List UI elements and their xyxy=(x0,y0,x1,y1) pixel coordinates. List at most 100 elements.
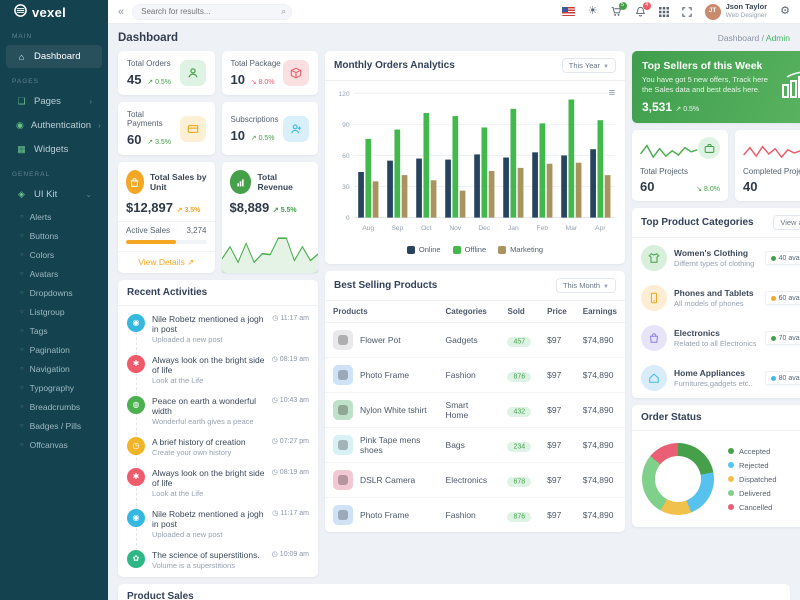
activity-item[interactable]: ✱ Always look on the bright side of life L… xyxy=(118,462,318,503)
monthly-filter-dropdown[interactable]: This Year ▼ xyxy=(561,58,616,73)
activity-text: Always look on the bright side of life Lo… xyxy=(152,355,265,385)
user-plus-icon xyxy=(283,115,309,142)
sidebar-item-authentication[interactable]: ◉ Authentication › xyxy=(6,114,102,137)
activity-item[interactable]: ◉ Nile Robetz mentioned a jogh in post Upl… xyxy=(118,308,318,349)
bullet-icon: ○ xyxy=(20,403,24,410)
sidebar-item-pages[interactable]: ❏ Pages › xyxy=(6,90,102,113)
sidebar-subitem-breadcrumbs[interactable]: ○ Breadcrumbs xyxy=(0,397,108,416)
stat-card-total-package: Total Package 10 ↘ 8.0% xyxy=(221,51,318,95)
bag-icon xyxy=(641,325,667,352)
column-header-price[interactable]: Price xyxy=(539,301,575,324)
sidebar-item-ui-kit[interactable]: ◈ UI Kit ⌄ xyxy=(6,183,102,206)
uikit-icon: ◈ xyxy=(18,189,25,199)
breadcrumb-parent[interactable]: Dashboard xyxy=(717,33,760,43)
category-item-women-s-clothing[interactable]: Women's Clothing Differnt types of clothi… xyxy=(632,238,800,278)
product-thumbnail xyxy=(333,400,353,421)
apps-grid-icon[interactable] xyxy=(658,6,669,17)
search-icon[interactable]: ⌕ xyxy=(281,5,287,16)
projects-sparkline xyxy=(640,144,698,159)
activity-item[interactable]: ◷ A brief history of creation Create your … xyxy=(118,431,318,462)
view-details-link[interactable]: View Details ↗ xyxy=(118,251,215,273)
best-filter-dropdown[interactable]: This Month ▼ xyxy=(555,278,616,294)
search-input[interactable] xyxy=(132,3,293,20)
revenue-delta: ↗ 5.5% xyxy=(272,207,297,214)
stat-delta: ↗ 0.5% xyxy=(250,134,275,142)
activity-item[interactable]: ✱ Always look on the bright side of life L… xyxy=(118,349,318,390)
activity-item[interactable]: ◍ Peace on earth a wonderful width Wonderf… xyxy=(118,390,318,431)
breadcrumb-current: Admin xyxy=(765,33,790,43)
cart-icon[interactable]: 5 xyxy=(611,2,627,17)
category-item-phones-and-tablets[interactable]: Phones and Tablets All models of phones 60… xyxy=(632,278,800,318)
card-title: Monthly Orders Analytics xyxy=(334,60,455,71)
column-header-products[interactable]: Products xyxy=(325,301,438,324)
notifications-bell-icon[interactable]: 4 xyxy=(635,2,651,17)
sidebar-subitem-label: Navigation xyxy=(29,363,70,374)
left-column: Total Orders 45 ↗ 0.5% Total Package 10 … xyxy=(118,51,318,577)
svg-text:Jan: Jan xyxy=(508,225,519,232)
top-sellers-card: Top Sellers of this Week You have got 5 … xyxy=(632,51,800,124)
product-cell: Photo Frame xyxy=(325,498,438,533)
sidebar-section-label: MAIN xyxy=(12,33,33,40)
legend-item-rejected: Rejected xyxy=(728,461,777,470)
order-status-legend: Accepted Rejected Dispatched Delivered Cance… xyxy=(728,447,777,512)
categories-filter-dropdown[interactable]: View all▼ xyxy=(773,215,800,231)
earnings-cell: $74,890 xyxy=(582,510,614,521)
sidebar-subitem-avatars[interactable]: ○ Avatars xyxy=(0,264,108,283)
svg-text:Apr: Apr xyxy=(595,225,606,232)
language-flag-icon[interactable] xyxy=(561,7,575,16)
fullscreen-icon[interactable] xyxy=(681,6,692,17)
card-icon xyxy=(180,115,206,142)
project-value: 60 xyxy=(640,179,655,195)
column-header-categories[interactable]: Categories xyxy=(437,301,500,324)
category-item-electronics[interactable]: Electronics Related to all Electronics 70 … xyxy=(632,318,800,358)
card-title: Best Selling Products xyxy=(334,280,438,292)
column-header-sold[interactable]: Sold xyxy=(499,301,540,324)
activity-time: ◷ 11:17 am xyxy=(272,314,309,322)
card-title: Recent Activities xyxy=(127,287,208,298)
sidebar-collapse-icon[interactable]: « xyxy=(118,5,125,18)
activity-subtitle: Wonderful earth gives a peace xyxy=(152,416,254,426)
sold-badge: 457 xyxy=(507,336,532,347)
gear-icon: ✱ xyxy=(127,467,145,486)
sidebar-subitem-badges-pills[interactable]: ○ Badges / Pills xyxy=(0,416,108,435)
price-cell: $97 xyxy=(539,427,575,464)
bar-marketing-apr xyxy=(604,175,611,218)
chart-menu-icon[interactable]: ≡ xyxy=(608,87,615,99)
sidebar-item-widgets[interactable]: ▦ Widgets xyxy=(6,138,102,161)
category-name: Home Appliances xyxy=(674,368,746,379)
theme-toggle-icon[interactable]: ☀ xyxy=(587,5,598,17)
sidebar-subitem-pagination[interactable]: ○ Pagination xyxy=(0,340,108,359)
sidebar-subitem-alerts[interactable]: ○ Alerts xyxy=(0,207,108,226)
legend-label: Accepted xyxy=(739,446,771,456)
sidebar-subitem-offcanvas[interactable]: ○ Offcanvas xyxy=(0,435,108,454)
activity-text: The science of superstitions. Volume is a… xyxy=(152,550,260,570)
stat-value: 45 xyxy=(127,72,142,87)
availability-text: 40 available xyxy=(778,254,800,262)
column-header-earnings[interactable]: Earnings xyxy=(574,301,625,324)
earnings-cell: $74,890 xyxy=(574,357,625,394)
activity-item[interactable]: ◉ Nile Robetz mentioned a jogh in post Upl… xyxy=(118,503,318,544)
activity-title: Always look on the bright side of life xyxy=(152,354,265,375)
category-cell: Electronics xyxy=(437,462,500,499)
product-cell: Photo Frame xyxy=(325,357,438,394)
sidebar-subitem-tags[interactable]: ○ Tags xyxy=(0,321,108,340)
user-menu[interactable]: JT Json Taylor Web Designer xyxy=(704,3,767,20)
sidebar-subitem-colors[interactable]: ○ Colors xyxy=(0,245,108,264)
table-row: Pink Tape mens shoes Bags 234 $97 $74,890 xyxy=(325,427,625,464)
sold-badge: 876 xyxy=(507,371,532,382)
sidebar-item-dashboard[interactable]: ⌂ Dashboard xyxy=(6,45,102,68)
sidebar-subitem-label: Colors xyxy=(29,249,55,260)
sidebar-subitem-typography[interactable]: ○ Typography xyxy=(0,378,108,397)
sidebar-subitem-navigation[interactable]: ○ Navigation xyxy=(0,359,108,378)
sidebar-subitem-listgroup[interactable]: ○ Listgroup xyxy=(0,302,108,321)
sidebar-subitem-dropdowns[interactable]: ○ Dropdowns xyxy=(0,283,108,302)
clock-icon: ◷ xyxy=(127,436,145,455)
activity-subtitle: Create your own history xyxy=(152,447,232,457)
activity-item[interactable]: ✿ The science of superstitions. Volume is … xyxy=(118,544,318,575)
category-item-home-appliances[interactable]: Home Appliances Furnitures,gadgets etc.. 8… xyxy=(632,358,800,398)
bullet-icon: ○ xyxy=(20,384,24,391)
settings-gear-icon[interactable]: ⚙ xyxy=(780,5,790,17)
sold-cell: 876 xyxy=(499,357,540,394)
brand[interactable]: vexel xyxy=(0,0,108,24)
sidebar-subitem-buttons[interactable]: ○ Buttons xyxy=(0,226,108,245)
